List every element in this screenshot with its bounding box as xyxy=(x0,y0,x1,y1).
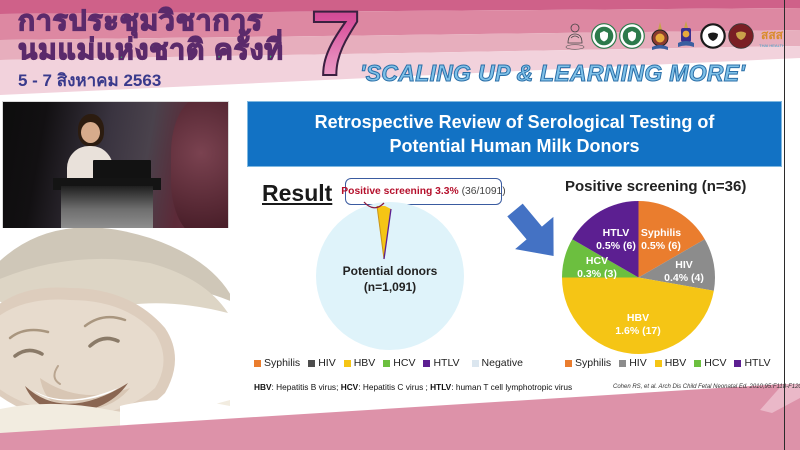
svg-text:THAI HEALTH: THAI HEALTH xyxy=(759,43,785,48)
svg-text:สสส: สสส xyxy=(761,28,784,42)
